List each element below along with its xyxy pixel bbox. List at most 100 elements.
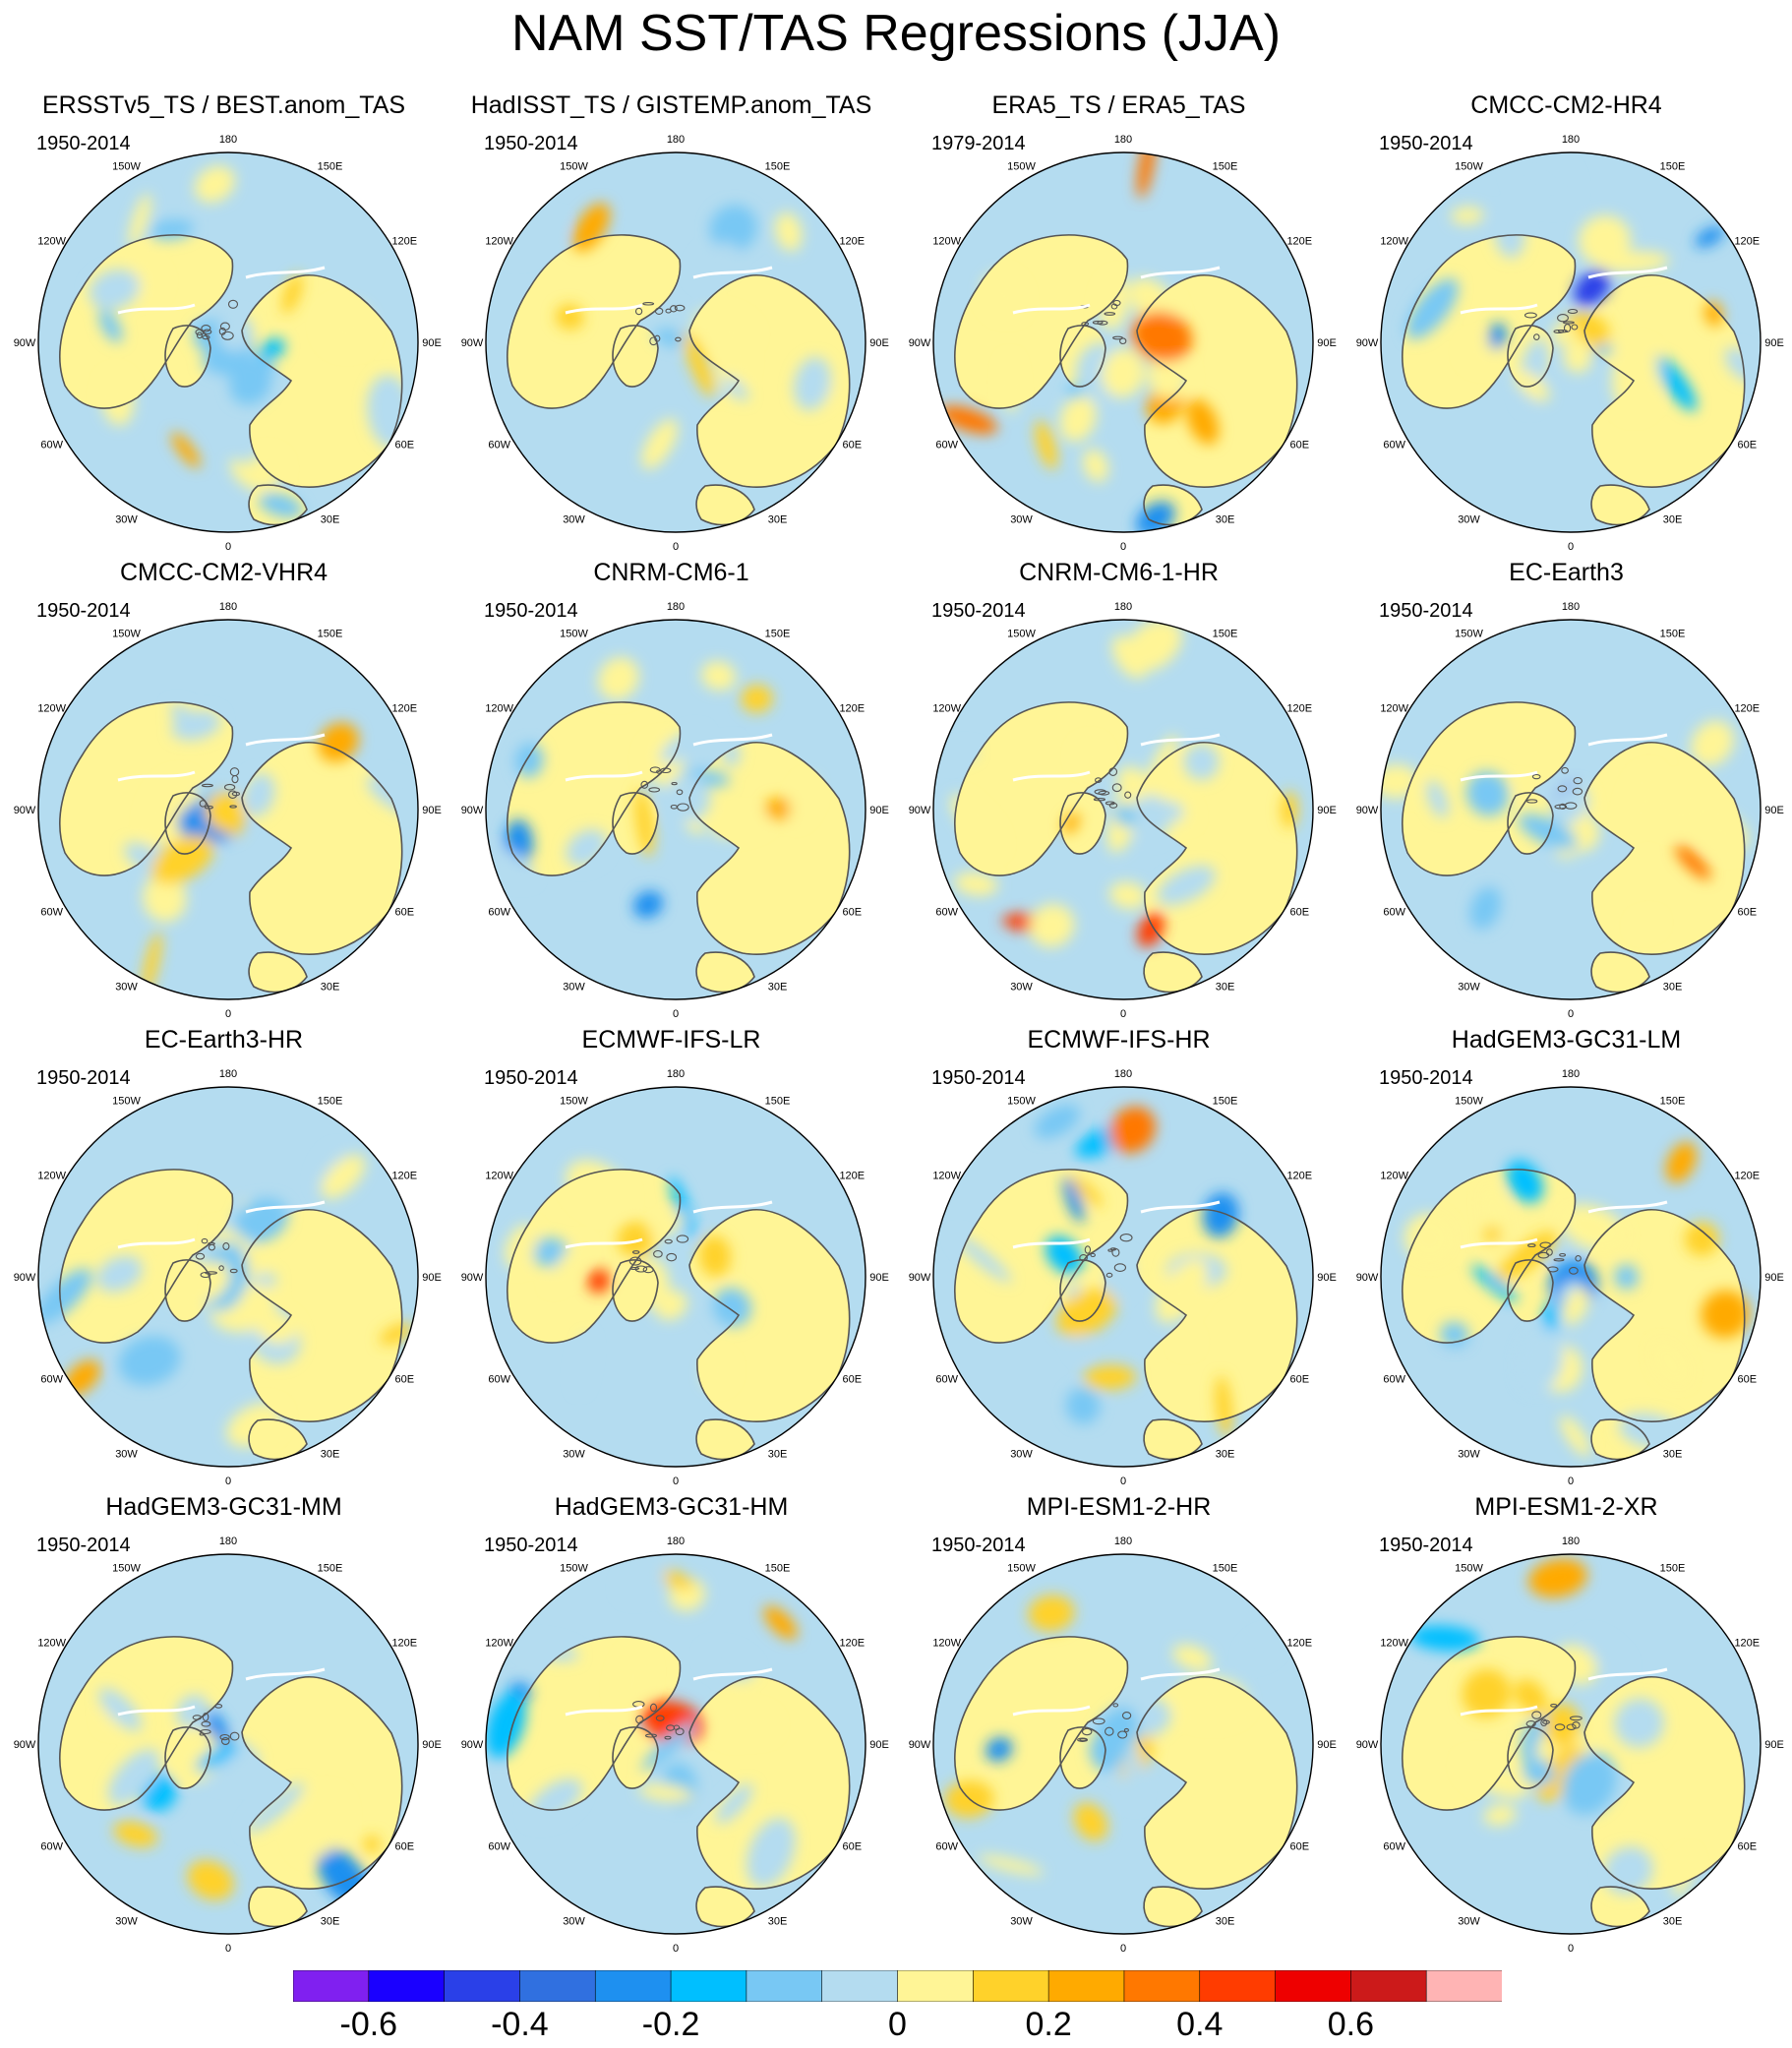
longitude-label: 180 (667, 601, 685, 613)
panel-title: HadISST_TS / GISTEMP.anom_TAS (470, 91, 872, 119)
longitude-label: 180 (667, 1536, 685, 1547)
longitude-label: 120E (1286, 703, 1312, 715)
longitude-label: 150E (765, 161, 791, 173)
longitude-label: 150E (765, 1096, 791, 1108)
longitude-label: 120W (37, 236, 66, 248)
longitude-label: 150W (560, 1096, 588, 1108)
longitude-label: 30W (1458, 1448, 1480, 1460)
longitude-label: 60W (40, 440, 63, 452)
longitude-label: 150E (1213, 629, 1238, 640)
longitude-label: 120W (932, 703, 961, 715)
polar-map: 180 150E 120E 90E 60E 30E 0 30W 60W 90W 120W 150W (909, 1536, 1337, 1955)
longitude-label: 150W (112, 1563, 141, 1575)
longitude-label: 180 (219, 134, 237, 146)
panel-period: 1950-2014 (484, 133, 578, 154)
panel-title: CNRM-CM6-1-HR (1019, 559, 1219, 586)
longitude-label: 0 (1568, 541, 1574, 553)
colorbar-swatch (1350, 1970, 1427, 2002)
panel-period: 1950-2014 (931, 1067, 1026, 1089)
longitude-label: 90E (1764, 1272, 1784, 1284)
longitude-label: 0 (1120, 1008, 1126, 1020)
panel-period: 1950-2014 (1379, 133, 1473, 154)
longitude-label: 120E (1734, 1171, 1760, 1182)
longitude-label: 60E (1738, 907, 1758, 919)
longitude-label: 150W (560, 629, 588, 640)
longitude-label: 90E (1764, 1739, 1784, 1751)
longitude-label: 150W (1007, 1096, 1036, 1108)
colorbar-tick-label: -0.4 (491, 2006, 549, 2043)
panel-period: 1950-2014 (931, 600, 1026, 622)
longitude-label: 90W (461, 1272, 484, 1284)
panel-period: 1950-2014 (1379, 1067, 1473, 1089)
colorbar-swatch (1123, 1970, 1201, 2002)
longitude-label: 120W (485, 1171, 513, 1182)
longitude-label: 30E (321, 981, 340, 993)
polar-map: 180 150E 120E 90E 60E 30E 0 30W 60W 90W 120W 150W (461, 1536, 889, 1955)
longitude-label: 0 (673, 541, 679, 553)
panel-title: CMCC-CM2-HR4 (1470, 91, 1662, 119)
longitude-label: 150W (1007, 161, 1036, 173)
longitude-label: 150W (1007, 629, 1036, 640)
longitude-label: 0 (673, 1476, 679, 1487)
longitude-label: 150E (1213, 1096, 1238, 1108)
longitude-label: 150W (560, 1563, 588, 1575)
longitude-label: 60W (1383, 1374, 1405, 1386)
longitude-label: 180 (1114, 134, 1132, 146)
longitude-label: 30W (1010, 1448, 1033, 1460)
panel-title: ERA5_TS / ERA5_TAS (991, 91, 1246, 119)
panel-title: CMCC-CM2-VHR4 (119, 559, 329, 586)
longitude-label: 90W (14, 805, 36, 816)
longitude-label: 90E (869, 1272, 889, 1284)
colorbar-swatch (368, 1970, 446, 2002)
longitude-label: 150E (318, 1096, 343, 1108)
longitude-label: 150E (765, 1563, 791, 1575)
longitude-label: 150E (1213, 1563, 1238, 1575)
colorbar-tick-label: 0.2 (1025, 2006, 1072, 2043)
longitude-label: 60E (395, 1374, 415, 1386)
longitude-label: 60E (843, 1841, 863, 1853)
longitude-label: 120E (1734, 1638, 1760, 1650)
longitude-label: 150E (318, 1563, 343, 1575)
longitude-label: 60W (935, 907, 958, 919)
longitude-label: 0 (225, 1008, 231, 1020)
longitude-label: 180 (1562, 601, 1580, 613)
longitude-label: 120W (485, 236, 513, 248)
longitude-label: 120W (37, 703, 66, 715)
longitude-label: 180 (219, 601, 237, 613)
longitude-label: 150E (1660, 161, 1686, 173)
longitude-label: 30W (563, 513, 585, 525)
longitude-label: 30W (563, 1448, 585, 1460)
longitude-label: 90W (461, 805, 484, 816)
longitude-label: 60W (40, 1841, 63, 1853)
longitude-label: 120W (932, 1638, 961, 1650)
longitude-label: 30W (563, 1915, 585, 1927)
colorbar-tick-label: 0.4 (1176, 2006, 1224, 2043)
longitude-label: 90E (869, 337, 889, 349)
longitude-label: 30E (1663, 1915, 1683, 1927)
longitude-label: 60W (40, 1374, 63, 1386)
longitude-label: 60W (935, 1374, 958, 1386)
longitude-label: 60E (395, 1841, 415, 1853)
longitude-label: 120W (932, 1171, 961, 1182)
longitude-label: 0 (1568, 1008, 1574, 1020)
longitude-label: 120E (1286, 236, 1312, 248)
panel-period: 1950-2014 (931, 1535, 1026, 1556)
colorbar-swatch (1425, 1970, 1502, 2002)
colorbar-swatch (897, 1970, 975, 2002)
longitude-label: 120W (485, 1638, 513, 1650)
longitude-label: 120E (391, 703, 417, 715)
longitude-label: 0 (1568, 1476, 1574, 1487)
polar-map: 180 150E 120E 90E 60E 30E 0 30W 60W 90W 120W 150W (909, 1068, 1337, 1487)
longitude-label: 0 (225, 1476, 231, 1487)
colorbar-swatch (444, 1970, 521, 2002)
panel-title: CNRM-CM6-1 (593, 559, 749, 586)
longitude-label: 120W (932, 236, 961, 248)
longitude-label: 60W (488, 907, 510, 919)
longitude-label: 60W (1383, 440, 1405, 452)
map-panel: HadGEM3-GC31-LM 1950-2014 180 150E 120E 90E 60… (1343, 1025, 1790, 1487)
longitude-label: 120E (1734, 236, 1760, 248)
map-panel: CNRM-CM6-1 1950-2014 180 150E 120E 90E 60E 30E 0… (448, 558, 895, 1020)
map-panel: ECMWF-IFS-LR 1950-2014 180 150E 120E 90E 60E 30… (448, 1025, 895, 1487)
longitude-label: 90W (909, 1272, 931, 1284)
longitude-label: 120W (37, 1638, 66, 1650)
